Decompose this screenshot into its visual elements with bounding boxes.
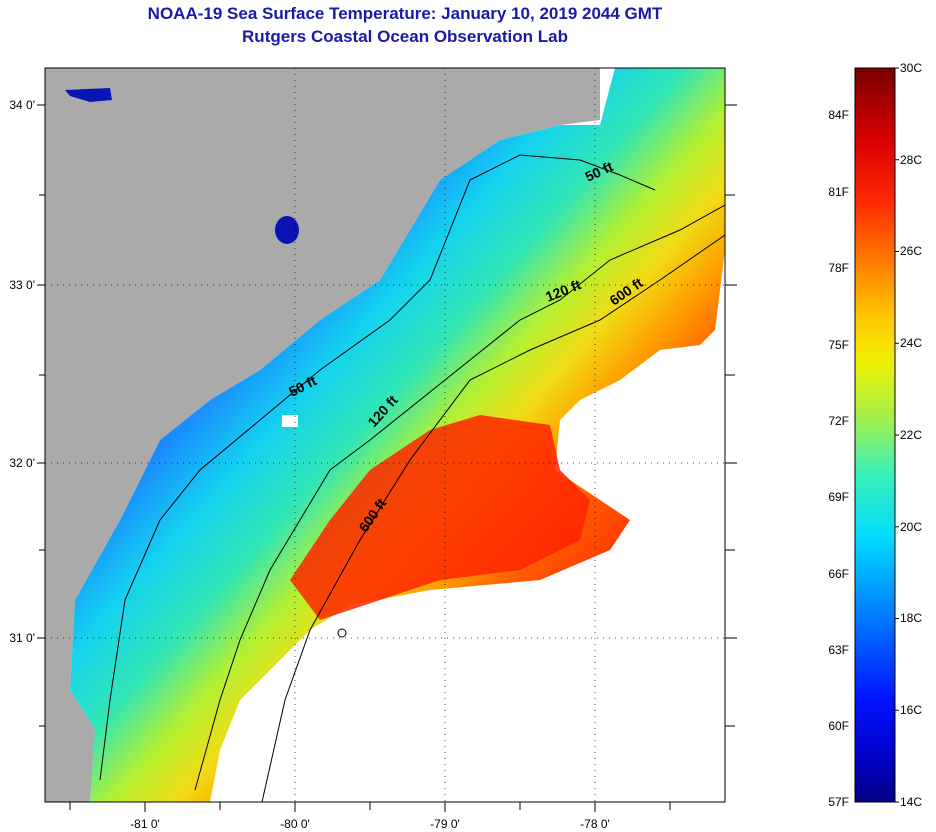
celsius-label: 30C bbox=[900, 61, 922, 75]
map-subtitle: Rutgers Coastal Ocean Observation Lab bbox=[242, 27, 568, 46]
fahrenheit-label: 75F bbox=[828, 338, 849, 352]
axis-ticks bbox=[37, 104, 737, 812]
celsius-label: 16C bbox=[900, 703, 922, 717]
celsius-label: 20C bbox=[900, 520, 922, 534]
celsius-label: 18C bbox=[900, 611, 922, 625]
lon-label: -79 0' bbox=[430, 817, 460, 831]
sst-ocean-field bbox=[70, 68, 725, 802]
fahrenheit-label: 69F bbox=[828, 490, 849, 504]
fahrenheit-label: 63F bbox=[828, 643, 849, 657]
lon-label: -81 0' bbox=[130, 817, 160, 831]
warm-core bbox=[290, 415, 590, 620]
contour-50ft bbox=[99, 154, 656, 781]
fahrenheit-label: 78F bbox=[828, 261, 849, 275]
lon-label: -78 0' bbox=[580, 817, 610, 831]
celsius-label: 22C bbox=[900, 428, 922, 442]
fahrenheit-label: 84F bbox=[828, 108, 849, 122]
lake bbox=[275, 216, 299, 244]
land-area bbox=[45, 68, 600, 802]
fahrenheit-label: 66F bbox=[828, 567, 849, 581]
fahrenheit-label: 81F bbox=[828, 185, 849, 199]
colorbar-scale bbox=[854, 67, 896, 803]
celsius-label: 26C bbox=[900, 244, 922, 258]
lat-label: 33 0' bbox=[9, 278, 35, 292]
contour-120ft bbox=[194, 204, 725, 791]
map-frame bbox=[44, 67, 726, 803]
no-data-patch bbox=[282, 415, 298, 427]
celsius-label: 28C bbox=[900, 153, 922, 167]
lat-label: 32 0' bbox=[9, 456, 35, 470]
sound bbox=[65, 88, 112, 102]
fahrenheit-label: 60F bbox=[828, 719, 849, 733]
celsius-label: 24C bbox=[900, 336, 922, 350]
lon-label: -80 0' bbox=[280, 817, 310, 831]
colorbar-ticks bbox=[895, 67, 899, 803]
celsius-label: 14C bbox=[900, 795, 922, 809]
fahrenheit-label: 72F bbox=[828, 414, 849, 428]
lat-label: 34 0' bbox=[9, 98, 35, 112]
map-title: NOAA-19 Sea Surface Temperature: January… bbox=[147, 4, 663, 23]
lat-label: 31 0' bbox=[9, 631, 35, 645]
contour-600ft bbox=[261, 234, 725, 802]
graticule bbox=[45, 68, 725, 802]
seamount-contour bbox=[337, 628, 347, 638]
fahrenheit-label: 57F bbox=[828, 795, 849, 809]
